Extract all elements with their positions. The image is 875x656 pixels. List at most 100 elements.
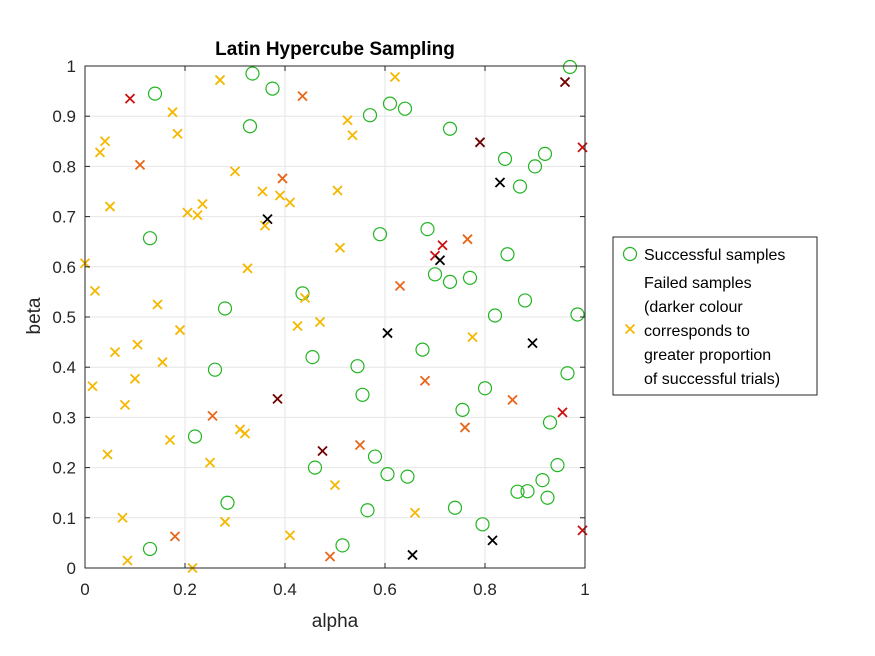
success-point-45: [535, 473, 550, 488]
legend-success-label: Successful samples: [644, 247, 785, 264]
failed-point-yellow-5: [389, 71, 401, 83]
failed-point-yellow-37: [102, 449, 113, 460]
failed-point-yellow-33: [119, 399, 131, 410]
failed-point-yellow-19: [242, 263, 253, 274]
x-tick-label-0: 0: [80, 580, 89, 599]
failed-point-yellow-31: [87, 381, 98, 392]
failed-point-orange-8: [459, 422, 471, 433]
success-point-27: [350, 359, 365, 374]
failed-point-darkred-0: [559, 76, 571, 88]
failed-point-orange-10: [169, 531, 181, 542]
failed-point-yellow-22: [152, 299, 163, 310]
failed-point-orange-1: [134, 159, 146, 171]
x-tick-label-1: 0.2: [173, 580, 197, 599]
success-point-13: [142, 231, 158, 246]
failed-point-yellow-24: [292, 320, 303, 332]
success-point-12: [562, 59, 578, 75]
failed-point-yellow-8: [229, 166, 241, 177]
failed-point-red-3: [437, 240, 448, 251]
legend-failed-line-5: of successful trials): [644, 371, 780, 388]
y-axis-label: beta: [24, 297, 45, 334]
success-point-42: [475, 517, 490, 532]
failed-point-darkred-3: [317, 445, 328, 457]
y-tick-label-1: 0.1: [52, 509, 76, 528]
success-point-36: [367, 449, 383, 464]
y-tick-label-0: 0: [67, 559, 76, 578]
success-point-23: [517, 293, 533, 308]
success-point-16: [427, 267, 443, 282]
failed-point-yellow-7: [347, 130, 358, 141]
success-point-47: [550, 457, 565, 473]
success-point-6: [397, 101, 413, 116]
success-point-1: [245, 66, 260, 81]
success-point-17: [442, 274, 458, 289]
failed-point-orange-3: [462, 234, 473, 245]
success-point-11: [537, 146, 553, 161]
success-point-26: [207, 362, 223, 377]
y-tick-label-10: 1: [67, 57, 76, 76]
success-point-9: [512, 179, 528, 194]
failed-point-orange-7: [507, 394, 518, 405]
success-point-37: [380, 467, 395, 482]
success-point-30: [477, 381, 493, 396]
failed-point-black-0: [494, 177, 506, 188]
y-tick-label-9: 0.9: [52, 107, 76, 126]
failed-point-yellow-38: [204, 457, 216, 468]
failed-point-yellow-30: [467, 331, 478, 343]
success-point-35: [307, 460, 323, 475]
failed-point-yellow-44: [122, 555, 133, 566]
legend-failed-marker: [624, 323, 636, 335]
failed-point-yellow-32: [129, 373, 141, 384]
legend-success-marker: [622, 246, 638, 262]
legend-box: [612, 236, 818, 396]
success-point-7: [442, 121, 458, 136]
failed-point-orange-2: [277, 173, 288, 184]
failed-point-yellow-4: [214, 74, 226, 86]
failed-point-yellow-14: [259, 220, 271, 231]
failed-point-black-5: [407, 549, 418, 561]
failed-point-yellow-42: [409, 507, 421, 518]
failed-point-orange-9: [354, 439, 366, 451]
failed-point-yellow-6: [342, 115, 353, 126]
success-point-20: [217, 301, 233, 316]
success-point-19: [500, 247, 515, 262]
failed-point-orange-11: [324, 551, 336, 562]
failed-point-yellow-25: [314, 316, 326, 328]
failed-point-yellow-27: [132, 339, 143, 350]
x-tick-label-5: 1: [580, 580, 589, 599]
legend-failed-x-icon: [624, 323, 636, 335]
legend: Successful samples Failed samples (darke…: [612, 236, 818, 396]
failed-point-red-0: [124, 93, 136, 104]
failed-point-yellow-23: [299, 292, 311, 304]
axes: [84, 65, 586, 569]
success-point-28: [415, 342, 430, 357]
y-tick-label-7: 0.7: [52, 208, 76, 227]
failed-point-yellow-36: [164, 434, 176, 446]
success-point-22: [487, 308, 503, 323]
failed-point-yellow-39: [329, 480, 341, 491]
y-tick-label-8: 0.8: [52, 157, 76, 176]
failed-point-black-2: [434, 255, 446, 266]
legend-failed-line-4: greater proportion: [644, 347, 771, 364]
failed-point-yellow-0: [167, 107, 178, 118]
failed-point-yellow-29: [157, 357, 168, 368]
failed-point-black-3: [382, 327, 393, 339]
failed-point-yellow-21: [89, 285, 101, 297]
success-point-43: [510, 484, 525, 499]
success-point-46: [540, 490, 555, 505]
y-tick-label-4: 0.4: [52, 358, 76, 377]
success-point-29: [355, 387, 370, 402]
success-point-38: [400, 469, 415, 484]
failed-point-darkred-1: [474, 137, 486, 148]
tick-labels: 0 0.2 0.4 0.6 0.8 1 0 0.1 0.2 0.3 0.4 0.5 0.6 0.7 0.8 0…: [52, 57, 589, 599]
x-tick-label-3: 0.6: [373, 580, 397, 599]
failed-point-yellow-20: [334, 242, 346, 253]
failed-point-yellow-1: [99, 136, 111, 147]
failed-point-yellow-28: [174, 324, 186, 336]
success-point-24: [570, 307, 585, 322]
failed-point-yellow-3: [172, 128, 183, 139]
success-point-40: [360, 503, 375, 518]
success-point-31: [560, 366, 575, 381]
failed-point-orange-5: [419, 375, 431, 386]
success-point-8: [497, 151, 513, 166]
